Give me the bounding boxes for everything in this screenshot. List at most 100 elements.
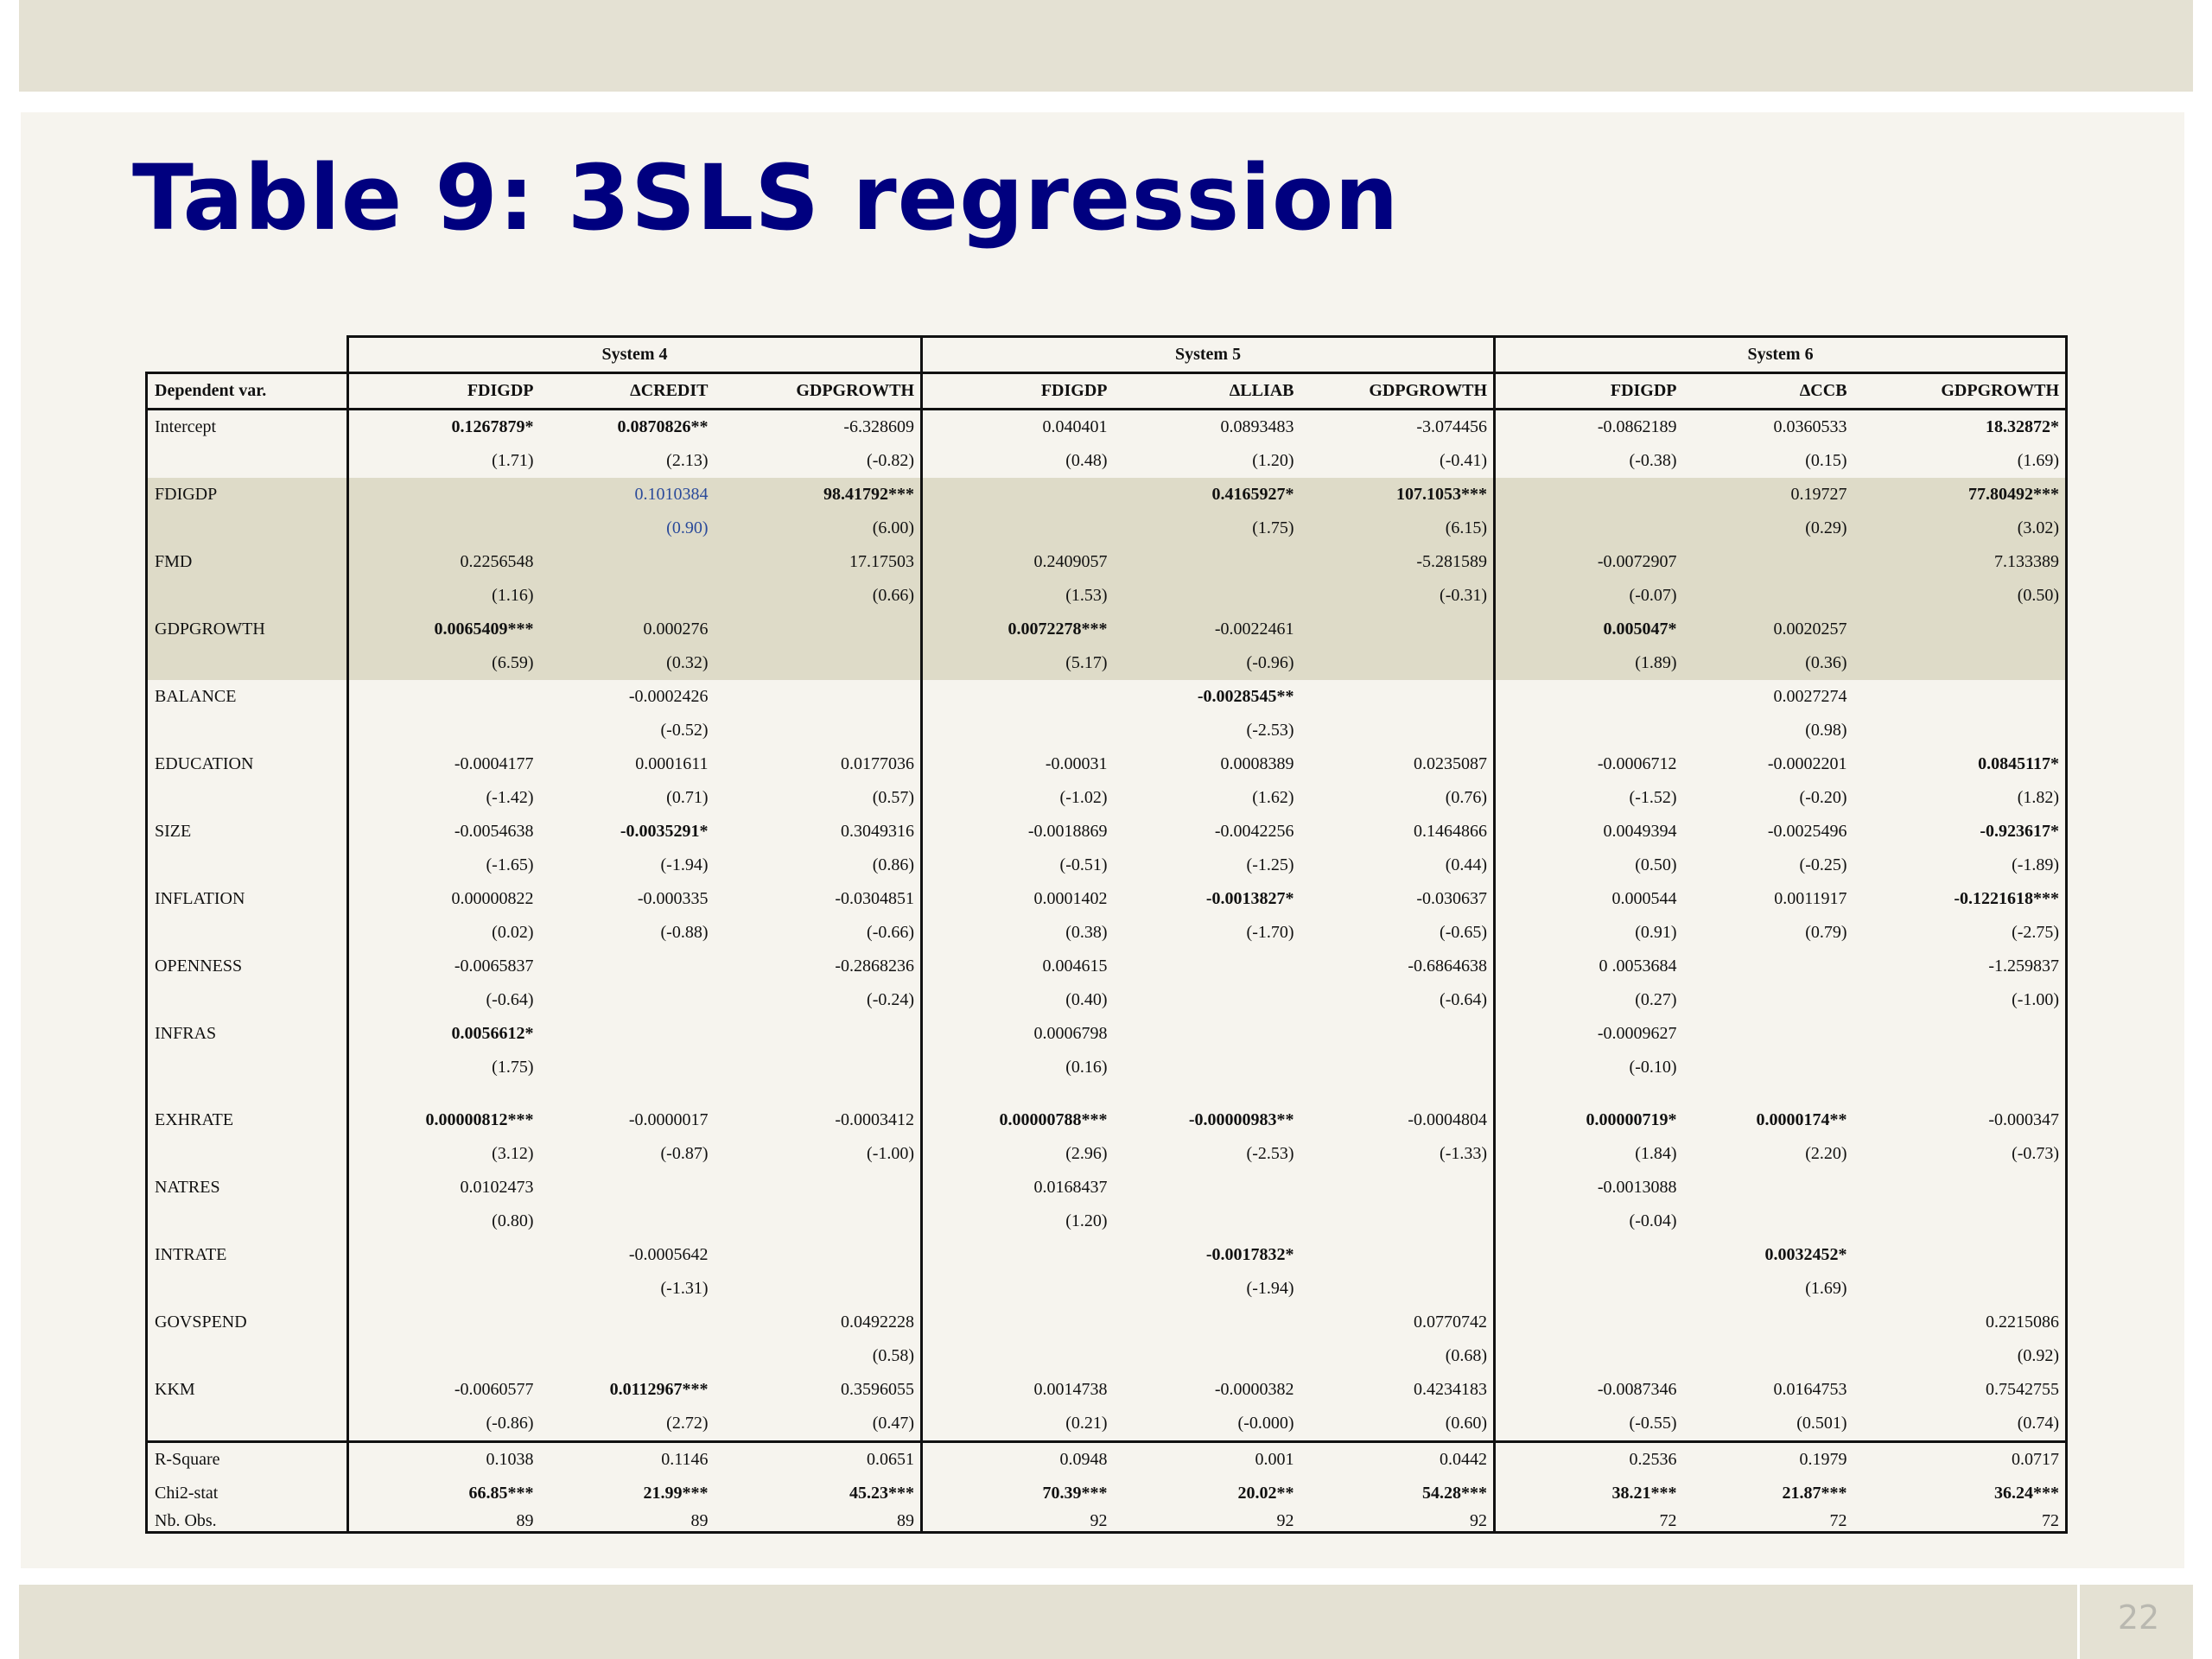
coefficient-cell: -0.0042256 xyxy=(1214,822,1294,841)
t-stat-cell: (0.27) xyxy=(1635,990,1677,1009)
t-stat-cell: (5.17) xyxy=(921,646,1114,680)
coefficient-row: NATRES 0.0102473 0.0168437 -0.0013088 xyxy=(145,1171,2069,1205)
coefficient-cell: -0.0028545** xyxy=(1197,687,1294,706)
t-stat-cell: (0.38) xyxy=(1065,923,1108,942)
t-stat-cell xyxy=(540,983,715,1017)
coefficient-cell: 0.0006798 xyxy=(1033,1024,1108,1043)
statistic-cell: 72 xyxy=(1494,1510,1683,1534)
coefficient-cell: 0.0027274 xyxy=(1773,687,1847,706)
coefficient-cell: 0.00000719* xyxy=(1586,1110,1677,1129)
t-stat-cell: (-0.24) xyxy=(714,983,924,1017)
coefficient-row: SIZE -0.0054638 -0.0035291* 0.3049316 -0.001… xyxy=(145,815,2069,849)
gap-cell xyxy=(145,1084,349,1103)
statistic-cell: 38.21*** xyxy=(1611,1484,1677,1503)
coefficient-cell: 0.0870826** xyxy=(617,417,709,436)
statistic-cell: 0.1146 xyxy=(539,1440,715,1477)
coefficient-cell: -0.0018869 xyxy=(1027,822,1108,841)
column-header: FDIGDP xyxy=(1494,372,1683,410)
t-stat-cell xyxy=(922,1272,1114,1306)
statistic-cell: 0.1979 xyxy=(1682,1440,1853,1477)
variable-label-spacer xyxy=(145,1137,349,1171)
coefficient-row: GOVSPEND 0.0492228 0.0770742 0.2215086 xyxy=(145,1306,2069,1339)
coefficient-row: KKM -0.0060577 0.0112967*** 0.3596055 0.0014… xyxy=(145,1373,2069,1407)
coefficient-cell xyxy=(1853,680,2069,714)
t-stat-cell xyxy=(1114,983,1300,1017)
t-stat-cell: (0.74) xyxy=(1853,1407,2069,1442)
t-stat-cell: (-0.87) xyxy=(660,1144,709,1163)
t-stat-cell: (-1.00) xyxy=(714,1137,924,1171)
t-stat-cell: (1.69) xyxy=(1805,1279,1847,1298)
coefficient-cell: 0.1267879* xyxy=(451,417,534,436)
t-stat-cell: (0.36) xyxy=(1682,646,1853,680)
t-stat-cell: (-0.96) xyxy=(1113,646,1300,680)
variable-label: BALANCE xyxy=(145,680,349,714)
coefficient-cell: -1.259837 xyxy=(1853,950,2069,983)
t-stat-cell: (0.86) xyxy=(714,849,924,882)
coefficient-cell: -0.0022461 xyxy=(1113,613,1300,646)
coefficient-cell: -0.0304851 xyxy=(714,882,924,916)
t-stat-cell xyxy=(1683,1051,1853,1084)
t-stat-cell: (1.62) xyxy=(1252,788,1294,807)
coefficient-cell xyxy=(1853,1017,2069,1051)
coefficient-cell: 0.3049316 xyxy=(714,815,924,849)
coefficient-cell: -0.0862189 xyxy=(1597,417,1677,436)
t-stat-cell: (-0.000) xyxy=(1237,1414,1294,1433)
t-stat-cell: (2.20) xyxy=(1805,1144,1847,1163)
coefficient-cell xyxy=(1113,545,1300,579)
coefficient-cell: 0.1464866 xyxy=(1300,815,1497,849)
t-stat-cell: (-2.53) xyxy=(1246,1144,1294,1163)
coefficient-cell: 0.0102473 xyxy=(460,1178,534,1197)
statistic-cell: 92 xyxy=(1300,1510,1497,1534)
coefficient-cell: -0.0013088 xyxy=(1597,1178,1677,1197)
t-stat-cell: (2.13) xyxy=(666,451,709,470)
variable-label: FMD xyxy=(145,545,349,579)
coefficient-row: GDPGROWTH 0.0065409*** 0.000276 0.0072278**… xyxy=(145,613,2069,646)
column-header: ΔCCB xyxy=(1682,372,1853,410)
t-stat-cell: (0.76) xyxy=(1300,781,1497,815)
t-stat-cell xyxy=(1853,1051,2069,1084)
header-band xyxy=(19,0,2193,92)
variable-label-spacer xyxy=(145,983,349,1017)
coefficient-cell: 0.0008389 xyxy=(1220,754,1294,773)
statistic-cell: 20.02** xyxy=(1237,1484,1294,1503)
t-stat-cell: (2.72) xyxy=(666,1414,709,1433)
t-stat-cell: (-1.42) xyxy=(486,788,534,807)
variable-label-spacer xyxy=(145,646,349,680)
coefficient-cell: -0.00031 xyxy=(1045,754,1108,773)
t-stat-cell: (-0.86) xyxy=(486,1414,534,1433)
coefficient-cell: 0.0235087 xyxy=(1300,747,1497,781)
t-stat-cell xyxy=(1300,1051,1497,1084)
coefficient-cell: 0.0168437 xyxy=(1033,1178,1108,1197)
t-stat-cell: (1.53) xyxy=(921,579,1114,613)
coefficient-cell xyxy=(1495,680,1683,714)
t-stat-cell: (0.60) xyxy=(1300,1407,1497,1442)
coefficient-cell: 0.0770742 xyxy=(1300,1306,1497,1339)
t-stat-cell: (-0.88) xyxy=(660,923,709,942)
coefficient-cell xyxy=(348,1306,540,1339)
coefficient-cell: -0.0006712 xyxy=(1597,754,1677,773)
t-stat-cell: (1.20) xyxy=(1065,1211,1108,1230)
t-stat-cell: (0.32) xyxy=(539,646,715,680)
t-stat-cell: (0.57) xyxy=(714,781,924,815)
coefficient-cell: 17.17503 xyxy=(714,545,924,579)
variable-label-spacer xyxy=(145,444,349,478)
t-stat-cell xyxy=(1853,1205,2069,1238)
statistic-label: R-Square xyxy=(145,1440,349,1477)
coefficient-cell: -0.0065837 xyxy=(454,957,534,976)
coefficient-cell: 0.0893483 xyxy=(1220,417,1294,436)
statistic-cell: 0.0948 xyxy=(921,1440,1114,1477)
statistic-cell: 0.0651 xyxy=(714,1440,924,1477)
t-stat-cell: (-1.33) xyxy=(1300,1137,1497,1171)
t-stat-cell: (1.69) xyxy=(1853,444,2069,478)
coefficient-cell xyxy=(922,1238,1114,1272)
coefficient-cell xyxy=(1114,1017,1300,1051)
t-stat-cell xyxy=(1682,579,1853,613)
coefficient-cell: -0.0025496 xyxy=(1767,822,1847,841)
t-stat-cell: (0.48) xyxy=(1065,451,1108,470)
column-header: GDPGROWTH xyxy=(1300,372,1497,410)
coefficient-cell: 107.1053*** xyxy=(1300,478,1497,512)
footer-separator xyxy=(2077,1585,2080,1659)
coefficient-cell xyxy=(1300,680,1497,714)
t-stat-cell: (-0.64) xyxy=(1300,983,1497,1017)
coefficient-cell xyxy=(1300,1171,1497,1205)
